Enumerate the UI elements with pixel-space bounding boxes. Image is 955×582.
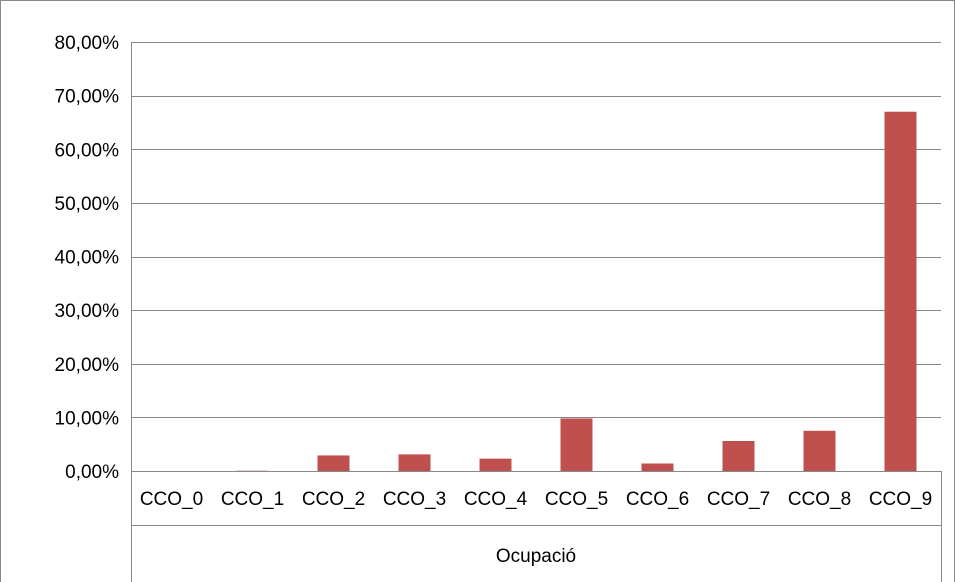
bar-cco-6 bbox=[641, 463, 674, 471]
x-axis-title: Ocupació bbox=[496, 546, 576, 567]
y-tick-label: 40,00% bbox=[55, 248, 120, 269]
bar-cco-5 bbox=[560, 418, 593, 471]
bar-cco-9 bbox=[884, 111, 917, 472]
x-tick-label: CCO_7 bbox=[707, 489, 770, 510]
y-tick-label: 80,00% bbox=[55, 33, 120, 54]
y-tick-label: 30,00% bbox=[55, 301, 120, 322]
bar-cco-7 bbox=[722, 440, 755, 471]
bar-cco-8 bbox=[803, 430, 836, 471]
x-tick-label: CCO_2 bbox=[302, 489, 365, 510]
x-tick-label: CCO_6 bbox=[626, 489, 689, 510]
category-table bbox=[131, 471, 942, 582]
x-tick-label: CCO_4 bbox=[464, 489, 528, 510]
bar-cco-2 bbox=[317, 455, 350, 471]
x-tick-label: CCO_3 bbox=[383, 489, 446, 510]
gridlines bbox=[131, 42, 941, 472]
x-tick-label: CCO_1 bbox=[221, 489, 284, 510]
y-tick-label: 10,00% bbox=[55, 408, 120, 429]
y-tick-label: 70,00% bbox=[55, 87, 120, 108]
bar-cco-4 bbox=[479, 458, 512, 471]
y-tick-label: 0,00% bbox=[65, 462, 119, 483]
y-tick-label: 20,00% bbox=[55, 355, 120, 376]
x-tick-label: CCO_5 bbox=[545, 489, 608, 510]
x-tick-label: CCO_9 bbox=[869, 489, 932, 510]
category-labels: CCO_0 CCO_1 CCO_2 CCO_3 CCO_4 CCO_5 CCO_6 CCO_7… bbox=[140, 489, 932, 510]
bars bbox=[236, 111, 917, 472]
x-tick-label: CCO_8 bbox=[788, 489, 851, 510]
y-tick-label: 60,00% bbox=[55, 140, 120, 161]
x-tick-label: CCO_0 bbox=[140, 489, 203, 510]
y-tick-labels: 0,00% 10,00% 20,00% 30,00% 40,00% 50,00% 60,00… bbox=[55, 33, 120, 483]
y-tick-label: 50,00% bbox=[55, 194, 120, 215]
bar-cco-3 bbox=[398, 454, 431, 471]
